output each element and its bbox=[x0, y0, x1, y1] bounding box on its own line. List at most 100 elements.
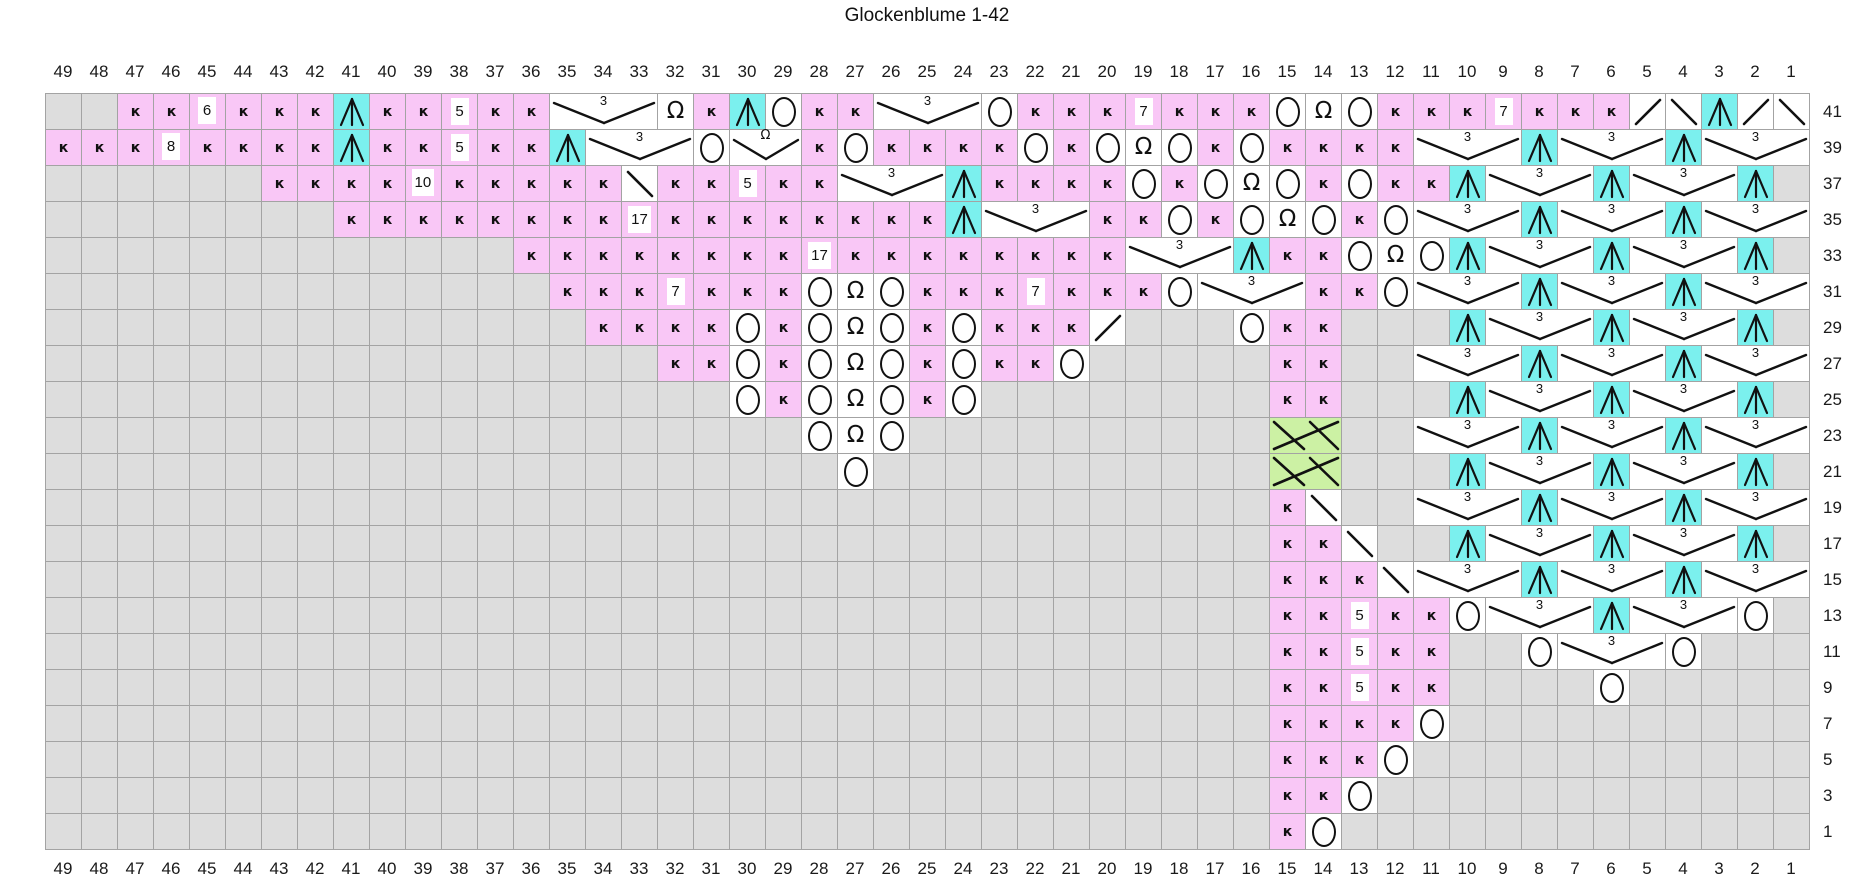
cell-no-stitch bbox=[657, 489, 694, 526]
col-label-bottom: 25 bbox=[917, 859, 937, 878]
cell-yarn-over bbox=[1341, 777, 1378, 814]
cell-knit: к bbox=[297, 129, 334, 166]
col-label-top: 47 bbox=[125, 62, 145, 81]
cell-no-stitch bbox=[873, 741, 910, 778]
cell-gather-3: 3 bbox=[1701, 345, 1810, 382]
cell-no-stitch bbox=[369, 597, 406, 634]
cell-no-stitch bbox=[117, 813, 154, 850]
cell-knit: к bbox=[117, 129, 154, 166]
cell-central-double-decrease bbox=[1521, 561, 1558, 598]
yarn-over-icon bbox=[1239, 132, 1264, 163]
cell-no-stitch bbox=[1485, 669, 1522, 706]
col-label-bottom: 19 bbox=[1133, 859, 1153, 878]
cell-gather-3: 3 bbox=[981, 201, 1090, 238]
knit-icon: к bbox=[922, 211, 933, 228]
cell-no-stitch bbox=[513, 597, 550, 634]
cell-no-stitch bbox=[1593, 813, 1630, 850]
gather-twisted-label: Ω bbox=[760, 128, 771, 143]
cell-knit: к bbox=[801, 201, 838, 238]
cell-no-stitch bbox=[513, 489, 550, 526]
cell-no-stitch bbox=[441, 669, 478, 706]
cell-no-stitch bbox=[1341, 813, 1378, 850]
cell-no-stitch bbox=[1629, 813, 1666, 850]
col-label-top: 35 bbox=[557, 62, 577, 81]
cell-knit: к bbox=[333, 201, 370, 238]
cell-central-double-decrease bbox=[1593, 597, 1630, 634]
cell-central-double-decrease bbox=[1593, 309, 1630, 346]
cell-no-stitch bbox=[621, 417, 658, 454]
col-label-top: 11 bbox=[1422, 62, 1440, 81]
cell-no-stitch bbox=[693, 561, 730, 598]
cell-no-stitch bbox=[1773, 165, 1810, 202]
cell-no-stitch bbox=[657, 705, 694, 742]
cell-no-stitch bbox=[189, 813, 226, 850]
row-label: 5 bbox=[1823, 750, 1833, 769]
cell-knit: к bbox=[1305, 525, 1342, 562]
cell-twisted-yarn-over: Ω bbox=[657, 93, 694, 130]
knit-icon: к bbox=[634, 319, 645, 336]
cell-no-stitch bbox=[45, 381, 82, 418]
cell-knit: к bbox=[1089, 273, 1126, 310]
cell-no-stitch bbox=[1701, 705, 1738, 742]
yarn-over-icon bbox=[1455, 600, 1480, 631]
cell-no-stitch bbox=[945, 777, 982, 814]
cell-gather-3: 3 bbox=[1413, 489, 1522, 526]
cell-knit: к bbox=[1197, 93, 1234, 130]
cell-no-stitch bbox=[369, 813, 406, 850]
cell-no-stitch bbox=[81, 597, 118, 634]
cell-no-stitch bbox=[513, 273, 550, 310]
gather-count-label: 3 bbox=[1607, 489, 1616, 504]
yarn-over-icon bbox=[807, 276, 832, 307]
knit-icon: к bbox=[1282, 571, 1293, 588]
cell-no-stitch bbox=[297, 489, 334, 526]
knit-icon: к bbox=[886, 139, 897, 156]
col-label-bottom: 39 bbox=[413, 859, 433, 878]
cell-knit: к bbox=[1305, 705, 1342, 742]
cell-yarn-over bbox=[1665, 633, 1702, 670]
knit-icon: к bbox=[706, 283, 717, 300]
cell-knit: к bbox=[1413, 165, 1450, 202]
cell-no-stitch bbox=[1449, 633, 1486, 670]
cell-no-stitch bbox=[81, 165, 118, 202]
cell-knit: к bbox=[1377, 165, 1414, 202]
knit-icon: к bbox=[778, 355, 789, 372]
cell-no-stitch bbox=[189, 633, 226, 670]
cell-no-stitch bbox=[477, 309, 514, 346]
cell-no-stitch bbox=[729, 597, 766, 634]
knit-icon: к bbox=[1606, 103, 1617, 120]
cell-knit: к bbox=[621, 237, 658, 274]
cell-no-stitch bbox=[189, 741, 226, 778]
knit-icon: к bbox=[1426, 607, 1437, 624]
cell-knit: к bbox=[1053, 237, 1090, 274]
cell-gather-3: 3 bbox=[1629, 525, 1738, 562]
cell-no-stitch bbox=[1413, 309, 1450, 346]
cell-knit: к bbox=[1377, 669, 1414, 706]
cell-no-stitch bbox=[1341, 345, 1378, 382]
cell-no-stitch bbox=[1089, 489, 1126, 526]
cell-knit: к bbox=[1269, 561, 1306, 598]
cell-knit: к bbox=[1053, 165, 1090, 202]
cell-no-stitch bbox=[477, 525, 514, 562]
cell-no-stitch bbox=[1485, 813, 1522, 850]
cell-no-stitch bbox=[261, 669, 298, 706]
cell-no-stitch bbox=[1089, 345, 1126, 382]
cell-no-stitch bbox=[117, 669, 154, 706]
knit-icon: к bbox=[814, 175, 825, 192]
cell-no-stitch bbox=[477, 705, 514, 742]
col-label-top: 31 bbox=[701, 62, 721, 81]
cell-no-stitch bbox=[549, 777, 586, 814]
twisted-yarn-over-icon: Ω bbox=[1278, 206, 1297, 232]
stitch-count-label: 17 bbox=[808, 242, 831, 269]
cell-no-stitch bbox=[585, 525, 622, 562]
cell-no-stitch bbox=[549, 813, 586, 850]
cell-no-stitch bbox=[297, 201, 334, 238]
cell-yarn-over bbox=[1233, 129, 1270, 166]
cell-gather-3: 3 bbox=[1629, 309, 1738, 346]
cell-no-stitch bbox=[1053, 525, 1090, 562]
knit-icon: к bbox=[1318, 607, 1329, 624]
cell-no-stitch bbox=[1449, 669, 1486, 706]
cell-central-double-decrease bbox=[1665, 417, 1702, 454]
cell-no-stitch bbox=[765, 813, 802, 850]
cell-no-stitch bbox=[153, 525, 190, 562]
knit-icon: к bbox=[1066, 319, 1077, 336]
